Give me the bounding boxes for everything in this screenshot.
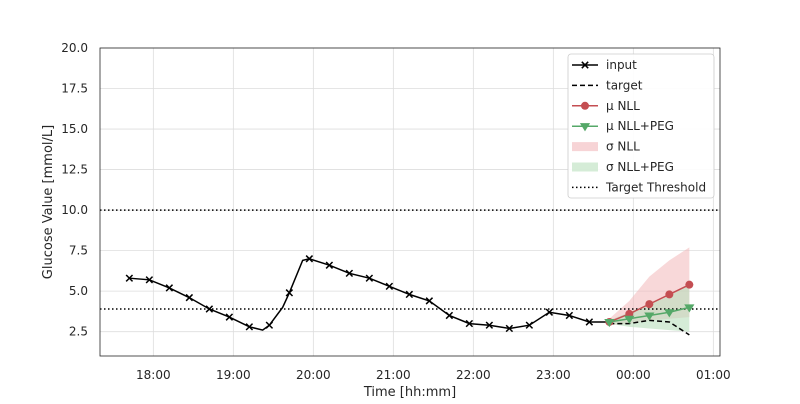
mu-nll-peg-point bbox=[684, 304, 695, 313]
mu-nll-point bbox=[645, 300, 654, 309]
input-point bbox=[545, 308, 554, 316]
input-point bbox=[405, 290, 414, 299]
legend-label: input bbox=[606, 58, 637, 72]
input-point bbox=[165, 284, 174, 292]
y-tick-label: 7.5 bbox=[69, 244, 88, 258]
input-point bbox=[425, 297, 434, 305]
input-point bbox=[365, 274, 374, 282]
x-marker-stroke bbox=[545, 308, 554, 316]
y-tick-label: 10.0 bbox=[61, 203, 88, 217]
x-marker-stroke bbox=[385, 282, 394, 291]
threshold-layer bbox=[100, 209, 720, 310]
x-tick-label: 18:00 bbox=[136, 368, 171, 382]
y-tick-label: 15.0 bbox=[61, 122, 88, 136]
x-marker-stroke bbox=[165, 284, 174, 292]
x-marker-stroke bbox=[325, 261, 334, 269]
input-point bbox=[485, 321, 494, 329]
legend-label: μ NLL+PEG bbox=[606, 119, 674, 133]
input-point bbox=[585, 318, 594, 326]
input-point bbox=[525, 321, 534, 329]
x-marker-stroke bbox=[185, 293, 194, 302]
legend-sigma-nll-swatch bbox=[572, 142, 598, 152]
input-point bbox=[445, 311, 454, 320]
x-marker-stroke bbox=[125, 274, 134, 282]
legend-label: σ NLL bbox=[606, 140, 640, 154]
legend-label: μ NLL bbox=[606, 99, 640, 113]
input-point bbox=[325, 261, 334, 269]
x-marker-stroke bbox=[445, 311, 454, 320]
mu-nll-peg-point bbox=[664, 309, 675, 318]
legend-label: σ NLL+PEG bbox=[606, 160, 674, 174]
plot-frame bbox=[99, 47, 721, 357]
input-point bbox=[225, 313, 234, 321]
legend-label: Target Threshold bbox=[605, 180, 706, 194]
y-tick-labels: 2.5 5.0 7.5 10.0 12.5 15.0 17.5 20.0 bbox=[61, 41, 88, 339]
input-point bbox=[385, 282, 394, 291]
x-marker-stroke bbox=[585, 318, 594, 326]
input-point bbox=[505, 324, 514, 333]
x-marker-stroke bbox=[425, 297, 434, 305]
x-tick-label: 23:00 bbox=[536, 368, 571, 382]
x-tick-label: 20:00 bbox=[296, 368, 331, 382]
input-point bbox=[305, 255, 314, 263]
x-tick-label: 01:00 bbox=[696, 368, 731, 382]
input-point bbox=[465, 319, 474, 328]
x-marker-stroke bbox=[145, 276, 154, 284]
legend-box bbox=[567, 53, 715, 199]
legend: input target μ NLL μ NLL+PEG σ NLL σ NLL+PEG T… bbox=[567, 53, 715, 199]
input-point bbox=[565, 311, 574, 320]
x-tick-label: 00:00 bbox=[616, 368, 651, 382]
legend-mu-nll-peg-marker bbox=[579, 123, 591, 132]
y-axis-label: Glucose Value [mmol/L] bbox=[41, 125, 56, 279]
x-marker-stroke bbox=[505, 324, 514, 333]
y-tick-label: 2.5 bbox=[69, 325, 88, 339]
input-point bbox=[265, 321, 274, 329]
x-marker-stroke bbox=[265, 321, 274, 329]
legend-input-marker bbox=[581, 61, 589, 69]
x-tick-label: 21:00 bbox=[376, 368, 411, 382]
input-point bbox=[145, 276, 154, 284]
x-axis-label: Time [hh:mm] bbox=[363, 385, 456, 400]
x-marker-stroke bbox=[305, 255, 314, 263]
legend-sigma-nll-peg-swatch bbox=[572, 162, 598, 172]
x-marker-stroke bbox=[465, 319, 474, 328]
x-marker-stroke bbox=[285, 289, 294, 297]
x-marker-stroke bbox=[581, 61, 589, 69]
series-layer bbox=[125, 255, 695, 336]
y-tick-label: 12.5 bbox=[61, 163, 88, 177]
x-tick-label: 22:00 bbox=[456, 368, 491, 382]
input-line bbox=[129, 257, 610, 331]
input-point bbox=[125, 274, 134, 282]
mu-nll-point bbox=[665, 290, 674, 299]
input-point bbox=[345, 269, 354, 278]
mu-nll-peg-point bbox=[624, 315, 635, 324]
y-tick-label: 17.5 bbox=[61, 82, 88, 96]
input-point bbox=[285, 289, 294, 297]
mu-nll-peg-point bbox=[604, 318, 615, 328]
x-marker-stroke bbox=[565, 311, 574, 320]
input-point bbox=[245, 323, 254, 331]
x-marker-stroke bbox=[205, 305, 214, 313]
x-marker-stroke bbox=[405, 290, 414, 299]
x-marker-stroke bbox=[245, 323, 254, 331]
x-marker-stroke bbox=[345, 269, 354, 278]
x-marker-stroke bbox=[525, 321, 534, 329]
y-tick-label: 5.0 bbox=[69, 284, 88, 298]
mu-nll-point bbox=[685, 280, 694, 289]
input-point bbox=[185, 293, 194, 302]
input-point bbox=[205, 305, 214, 313]
x-tick-label: 19:00 bbox=[216, 368, 251, 382]
legend-label: target bbox=[606, 78, 643, 92]
x-marker-stroke bbox=[365, 274, 374, 282]
x-marker-stroke bbox=[225, 313, 234, 321]
mu-nll-peg-point bbox=[644, 312, 655, 321]
legend-mu-nll-marker bbox=[581, 101, 589, 110]
x-marker-stroke bbox=[485, 321, 494, 329]
y-tick-label: 20.0 bbox=[61, 41, 88, 55]
x-tick-labels: 18:00 19:00 20:00 21:00 22:00 23:00 00:00 01:00 bbox=[136, 368, 731, 382]
